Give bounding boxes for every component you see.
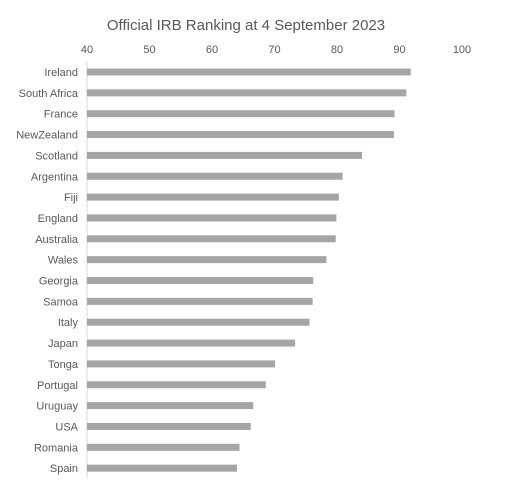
category-label: Japan <box>48 338 78 350</box>
bar <box>87 381 266 389</box>
bar <box>87 339 296 347</box>
bar <box>87 464 237 472</box>
category-label: Samoa <box>43 296 79 308</box>
bar <box>87 131 394 139</box>
bar <box>87 443 240 451</box>
x-tick-label: 40 <box>81 44 93 56</box>
chart-title: Official IRB Ranking at 4 September 2023 <box>107 17 385 34</box>
bar <box>87 256 327 264</box>
bar <box>87 422 251 430</box>
bar <box>87 318 310 326</box>
bar <box>87 235 336 243</box>
x-tick-label: 70 <box>268 44 280 56</box>
x-tick-label: 50 <box>143 44 155 56</box>
category-label: Wales <box>48 255 79 267</box>
category-label: USA <box>55 421 78 433</box>
category-label: Spain <box>50 463 78 475</box>
category-label: Australia <box>35 234 79 246</box>
bar <box>87 402 254 410</box>
bar <box>87 360 276 368</box>
category-label: NewZealand <box>16 130 78 142</box>
category-label: South Africa <box>19 88 79 100</box>
bar <box>87 193 339 201</box>
bar <box>87 151 362 159</box>
category-label: Tonga <box>48 359 79 371</box>
bar <box>87 68 411 76</box>
category-label: Portugal <box>37 380 78 392</box>
category-label: Uruguay <box>36 401 78 413</box>
x-tick-label: 100 <box>453 44 471 56</box>
bars <box>87 68 411 472</box>
x-tick-label: 90 <box>393 44 405 56</box>
category-label: Argentina <box>31 171 79 183</box>
x-axis-ticks: 40 50 60 70 80 90 100 <box>81 44 471 56</box>
category-labels: Ireland South Africa France NewZealand Scotl… <box>16 67 79 475</box>
category-label: Italy <box>58 317 79 329</box>
x-tick-label: 80 <box>331 44 343 56</box>
bar <box>87 172 343 180</box>
category-label: Georgia <box>39 276 79 288</box>
bar <box>87 214 337 222</box>
bar <box>87 297 313 305</box>
bar <box>87 110 395 118</box>
category-label: Fiji <box>64 192 78 204</box>
category-label: Romania <box>34 442 79 454</box>
bar <box>87 277 314 284</box>
x-tick-label: 60 <box>206 44 218 56</box>
category-label: England <box>38 213 78 225</box>
category-label: Scotland <box>35 150 78 162</box>
bar <box>87 89 407 97</box>
category-label: Ireland <box>44 67 78 79</box>
category-label: France <box>44 109 78 121</box>
